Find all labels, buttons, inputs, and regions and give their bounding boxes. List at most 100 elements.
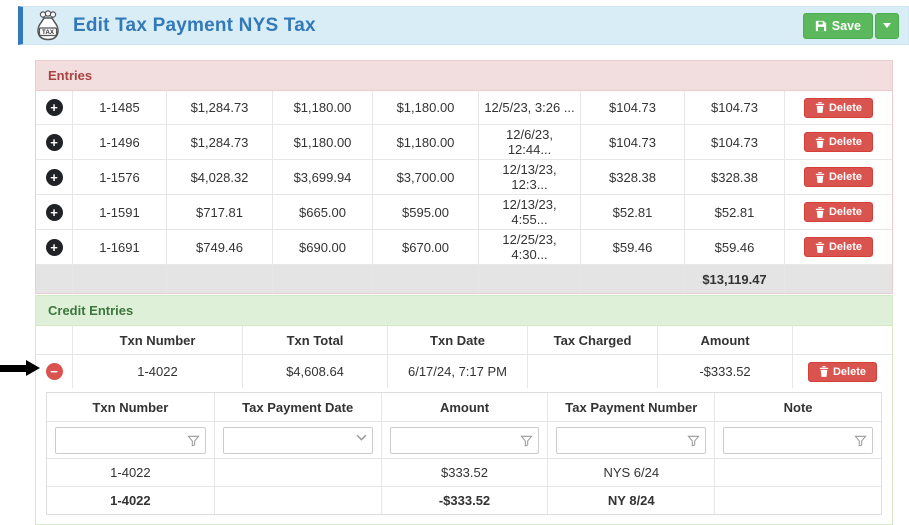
txn-date-cell: 6/17/24, 7:17 PM	[387, 355, 527, 388]
annotation-arrow	[0, 360, 42, 377]
save-icon	[815, 20, 827, 32]
tax-payment-number-total: NY 8/24	[547, 487, 714, 514]
col-header-tax-payment-number: Tax Payment Number	[547, 393, 714, 421]
col-header-txn-number: Txn Number	[72, 326, 242, 354]
col-header-amount: Amount	[380, 393, 548, 421]
col-header-note: Note	[714, 393, 881, 421]
paid-amount-cell: $3,700.00	[372, 160, 478, 194]
filter-funnel-icon[interactable]	[520, 434, 534, 447]
txn-total-cell: $1,284.73	[166, 91, 272, 124]
note-filter-input[interactable]	[723, 426, 873, 454]
delete-button-label: Delete	[828, 101, 863, 114]
expand-row-button[interactable]: +	[45, 203, 63, 221]
tax-cell: $104.73	[580, 125, 684, 159]
note-cell	[714, 459, 881, 486]
credit-panel-title: Credit Entries	[36, 296, 892, 326]
expand-row-button[interactable]: +	[45, 133, 63, 151]
entries-total: $13,119.47	[684, 265, 784, 293]
txn-total-cell: $717.81	[166, 195, 272, 229]
txn-total-cell: $1,284.73	[166, 125, 272, 159]
tax-charged-cell	[527, 355, 657, 388]
tax-due-cell: $59.46	[684, 230, 784, 264]
col-header-tax-charged: Tax Charged	[527, 326, 657, 354]
paid-amount-cell: $670.00	[372, 230, 478, 264]
amount-cell: $333.52	[380, 459, 548, 486]
plus-icon: +	[50, 134, 58, 150]
tax-payment-date-filter-select[interactable]	[222, 426, 373, 454]
amount-filter-input[interactable]	[389, 426, 540, 454]
delete-button[interactable]: Delete	[803, 132, 874, 152]
entries-panel-title: Entries	[36, 61, 892, 91]
expand-row-button[interactable]: +	[45, 168, 63, 186]
credit-row: − 1-4022 $4,608.64 6/17/24, 7:17 PM -$33…	[36, 354, 892, 388]
entries-footer-row: $13,119.47	[36, 264, 892, 293]
filter-funnel-icon[interactable]	[854, 434, 867, 447]
delete-button-label: Delete	[832, 365, 867, 378]
save-button[interactable]: Save	[802, 12, 873, 39]
table-row: + 1-1576 $4,028.32 $3,699.94 $3,700.00 1…	[36, 159, 892, 194]
amount-cell: -$333.52	[657, 355, 792, 388]
delete-button-label: Delete	[828, 206, 863, 218]
expand-row-button[interactable]: +	[45, 99, 63, 116]
txn-number-cell: 1-1691	[72, 230, 166, 264]
delete-button[interactable]: Delete	[803, 237, 874, 257]
txn-date-cell: 12/5/23, 3:26 ...	[478, 91, 580, 124]
txn-date-cell: 12/6/23, 12:44...	[478, 125, 580, 159]
delete-button[interactable]: Delete	[803, 167, 874, 187]
tax-due-cell: $104.73	[684, 125, 784, 159]
net-amount-cell: $1,180.00	[272, 125, 372, 159]
filter-funnel-icon[interactable]	[187, 434, 200, 447]
col-header-txn-number: Txn Number	[92, 399, 169, 415]
txn-date-cell: 12/13/23, 4:55...	[478, 195, 580, 229]
txn-number-cell: 1-1485	[72, 91, 166, 124]
page-header: TAX Edit Tax Payment NYS Tax Save	[18, 6, 909, 45]
col-header-txn-date: Txn Date	[387, 326, 527, 354]
filter-funnel-icon[interactable]	[687, 434, 700, 447]
txn-number-total: 1-4022	[110, 493, 151, 508]
col-header-tax-payment-date: Tax Payment Date	[213, 393, 381, 421]
txn-total-cell: $4,028.32	[166, 160, 272, 194]
delete-button[interactable]: Delete	[803, 97, 874, 118]
txn-number-filter-input[interactable]	[55, 426, 206, 454]
save-split-button: Save	[802, 12, 899, 39]
txn-number-cell: 1-1576	[72, 160, 166, 194]
chevron-down-icon[interactable]	[356, 434, 367, 442]
net-amount-cell: $1,180.00	[272, 91, 372, 124]
paid-amount-cell: $1,180.00	[372, 91, 478, 124]
detail-filter-row	[47, 421, 881, 458]
amount-total: -$333.52	[380, 487, 548, 514]
save-dropdown-toggle[interactable]	[875, 12, 899, 39]
detail-header-row: Txn Number Tax Payment Date Amount Tax P…	[47, 393, 881, 421]
collapse-row-button[interactable]: −	[45, 363, 63, 380]
credit-header-row: Txn Number Txn Total Txn Date Tax Charge…	[36, 326, 892, 354]
paid-amount-cell: $1,180.00	[372, 125, 478, 159]
txn-date-cell: 12/13/23, 12:3...	[478, 160, 580, 194]
net-amount-cell: $690.00	[272, 230, 372, 264]
tax-due-cell: $104.73	[684, 91, 784, 124]
tax-cell: $328.38	[580, 160, 684, 194]
expand-row-button[interactable]: +	[45, 238, 63, 256]
plus-icon: +	[50, 239, 58, 255]
credit-detail-table: Txn Number Tax Payment Date Amount Tax P…	[46, 392, 882, 515]
tax-payment-number-filter-input[interactable]	[556, 426, 707, 454]
entries-table: + 1-1485 $1,284.73 $1,180.00 $1,180.00 1…	[36, 91, 892, 293]
entries-panel: Entries + 1-1485 $1,284.73 $1,180.00 $1,…	[35, 60, 893, 294]
svg-text:TAX: TAX	[42, 29, 55, 36]
table-row: + 1-1496 $1,284.73 $1,180.00 $1,180.00 1…	[36, 124, 892, 159]
delete-button-label: Delete	[828, 241, 863, 253]
trash-icon	[815, 241, 825, 253]
delete-button-label: Delete	[828, 136, 863, 148]
txn-date-cell: 12/25/23, 4:30...	[478, 230, 580, 264]
tax-payment-date-cell	[213, 459, 381, 486]
delete-button[interactable]: Delete	[807, 361, 878, 382]
plus-icon: +	[50, 169, 58, 185]
tax-payment-date-total	[213, 487, 381, 514]
save-button-label: Save	[831, 18, 861, 33]
minus-icon: −	[50, 364, 58, 379]
col-header-txn-total: Txn Total	[242, 326, 387, 354]
delete-button[interactable]: Delete	[803, 202, 874, 222]
tax-cell: $52.81	[580, 195, 684, 229]
tax-due-cell: $52.81	[684, 195, 784, 229]
trash-icon	[815, 136, 825, 148]
credit-table: Txn Number Txn Total Txn Date Tax Charge…	[36, 326, 892, 388]
